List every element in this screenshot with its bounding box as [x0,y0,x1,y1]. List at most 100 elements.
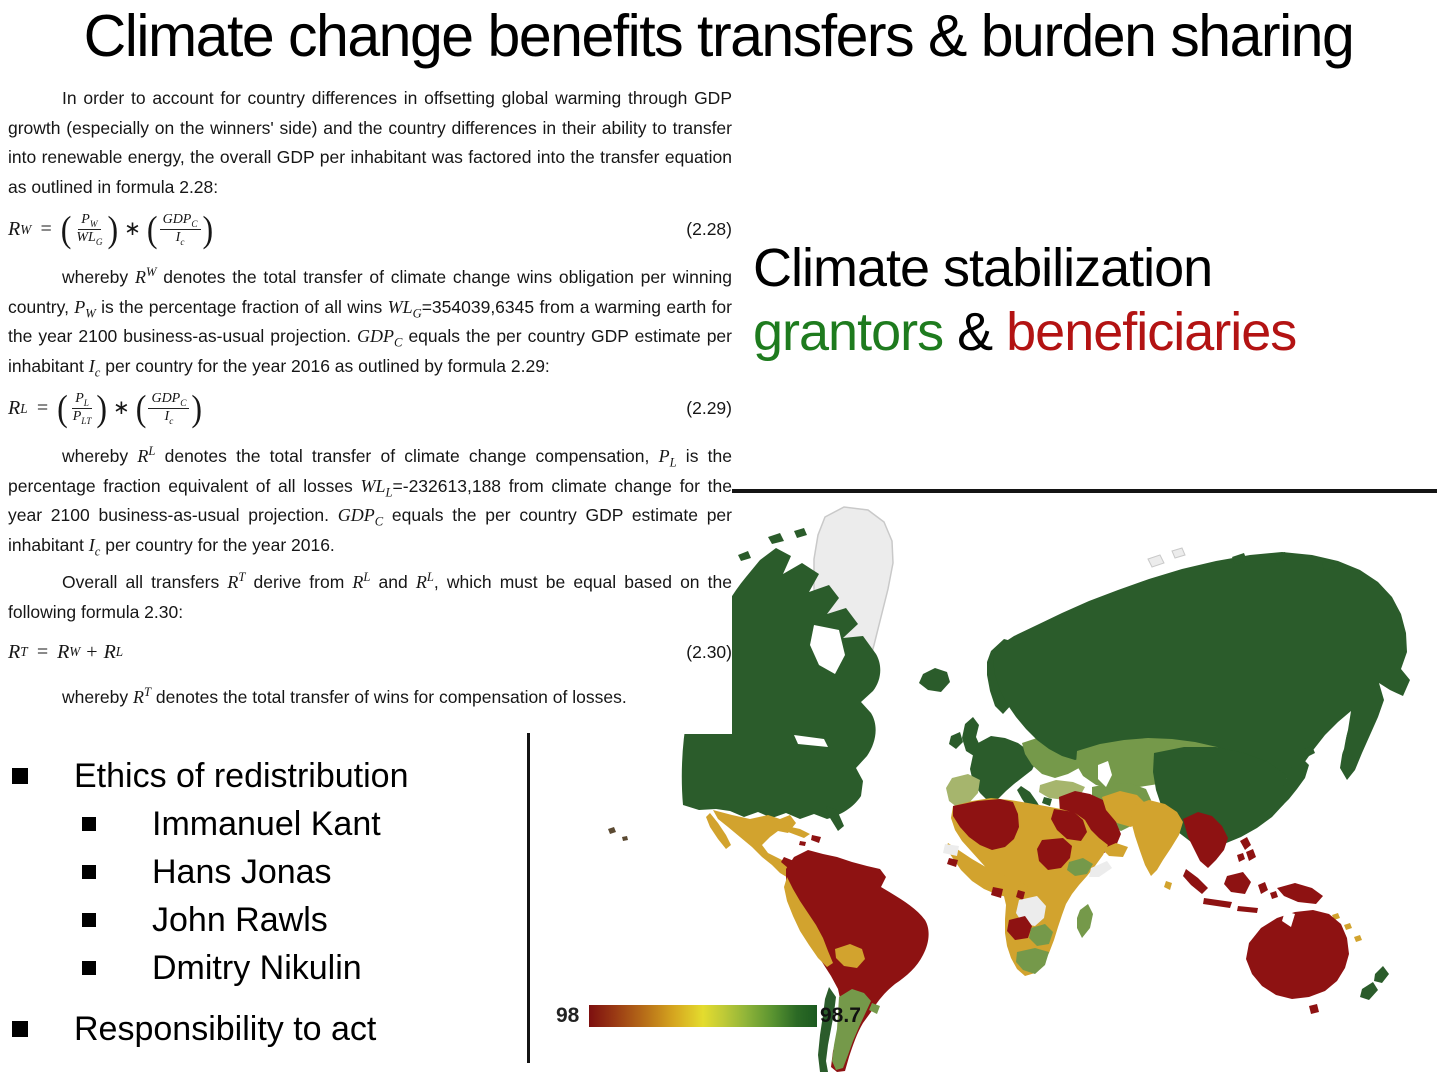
region-uruguay [869,1003,880,1014]
great-lakes [794,735,828,747]
region-south-africa [1016,948,1049,974]
world-map-svg [608,506,1410,1072]
region-java [1203,898,1232,908]
region-yemen-oman [1102,843,1128,857]
region-moluccas [1270,891,1278,899]
paper-paragraph-1: In order to account for country differen… [8,88,732,197]
equation-2-30: R T = R W + R L [8,640,124,663]
paper-excerpt: In order to account for country differen… [8,84,732,734]
map-legend: 98 98.7 [532,1001,892,1035]
subtitle-line1: Climate stabilization [753,238,1213,298]
vertical-divider [527,733,530,1063]
equation-number-2-29: (2.29) [686,397,732,418]
formula-2-30: R T = R W + R L (2.30) [8,638,732,668]
region-indochina [1183,812,1228,868]
region-western-sahara [943,844,959,856]
hudson-bay [810,625,845,674]
region-ghana [991,887,1003,898]
region-ethiopia [1067,858,1093,876]
region-senegal [947,858,958,867]
equation-2-28: R W =(PW WLG) ∗(GDPC Ic) [8,208,214,250]
caspian-sea [1098,761,1112,787]
formula-2-29: R L =(PL PLT) ∗(GDPC Ic) (2.29) [8,387,732,429]
sea-of-okhotsk [1322,727,1348,775]
region-ireland [949,732,963,749]
square-bullet-icon [82,865,96,879]
gulf-carpentaria [1282,911,1295,927]
world-map: 98 98.7 [532,497,1437,1072]
legend-gradient-bar [589,1005,817,1027]
bullet-item-responsibility: Responsibility to act [6,1005,522,1053]
bullet-item-kant: Immanuel Kant [76,800,522,848]
legend-min-label: 98 [556,1004,580,1027]
grantors-text: grantors [753,302,944,362]
region-iberia [946,774,980,808]
paper-paragraph-3: whereby RL denotes the total transfer of… [8,443,732,559]
region-india [1131,800,1183,876]
paper-paragraph-4: Overall all transfers RT derive from RL … [8,570,732,622]
square-bullet-icon [82,913,96,927]
region-cameroon [1016,890,1025,900]
region-madagascar [1077,904,1093,938]
equation-number-2-28: (2.28) [686,218,732,239]
region-jamaica [799,841,806,846]
region-sulawesi [1258,882,1268,894]
beneficiaries-text: beneficiaries [1006,302,1297,362]
region-zambia-zimbabwe [1029,924,1053,946]
region-australia [1246,910,1349,999]
region-sri-lanka [1164,881,1172,890]
bullet-item-ethics: Ethics of redistribution [6,752,522,800]
region-sudan [1037,838,1072,870]
region-chile [818,987,836,1072]
region-peru-ecuador [784,877,833,967]
region-lesser-sunda [1237,906,1258,913]
region-florida [826,806,844,831]
pacific-islands [608,827,628,841]
region-new-guinea [1277,883,1323,904]
region-egypt [1051,809,1087,841]
region-russia [993,552,1410,780]
paper-paragraph-2: whereby RW denotes the total transfer of… [8,264,733,380]
region-west-africa-bulge [946,843,1028,898]
subtitle: Climate stabilization grantors & benefic… [753,236,1297,364]
region-new-zealand [1360,966,1389,1000]
region-morocco-algeria [953,799,1019,850]
square-bullet-icon [82,817,96,831]
region-sumatra [1183,869,1208,894]
svalbard [1147,547,1186,568]
paper-paragraph-5: whereby RT denotes the total transfer of… [62,685,627,708]
bullet-item-rawls: John Rawls [76,896,522,944]
region-tasmania [1309,1004,1319,1014]
legend-max-label: 98.7 [820,1004,861,1027]
bullet-item-nikulin: Dmitry Nikulin [76,944,522,992]
region-western-europe [970,736,1037,802]
region-cuba [778,825,810,838]
page-title: Climate change benefits transfers & burd… [83,3,1355,69]
region-borneo [1224,872,1251,894]
square-bullet-icon [12,768,28,784]
region-hispaniola [811,835,821,843]
region-uk [962,717,981,756]
horizontal-divider [731,489,1437,493]
bullet-list: Ethics of redistribution Immanuel Kant H… [6,752,522,1053]
bullet-item-jonas: Hans Jonas [76,848,522,896]
region-somalia [1089,861,1112,877]
equation-2-29: R L =(PL PLT) ∗(GDPC Ic) [8,387,203,429]
square-bullet-icon [12,1021,28,1037]
region-iceland [919,668,950,692]
region-greece [1042,797,1052,806]
ampersand-text: & [943,302,1007,362]
region-angola [1007,916,1032,940]
arctic-islands [738,528,807,561]
equation-number-2-30: (2.30) [686,641,732,662]
region-japan [1276,746,1315,807]
siberian-islands [1232,552,1335,570]
region-solomon-fiji [1332,913,1362,942]
square-bullet-icon [82,961,96,975]
region-bolivia [835,944,865,968]
formula-2-28: R W =(PW WLG) ∗(GDPC Ic) (2.28) [8,208,732,250]
region-argentina [832,989,871,1070]
region-baja [706,813,731,849]
region-philippines [1237,837,1256,862]
